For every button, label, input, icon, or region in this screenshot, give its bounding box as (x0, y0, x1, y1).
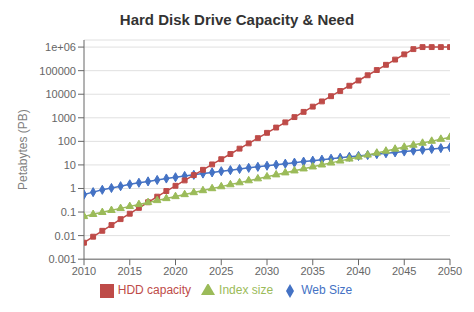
svg-text:10000: 10000 (45, 88, 76, 100)
svg-text:0.1: 0.1 (61, 206, 76, 218)
svg-text:0.001: 0.001 (48, 253, 76, 265)
svg-text:Petabytes (PB): Petabytes (PB) (16, 109, 30, 190)
svg-text:1: 1 (70, 182, 76, 194)
svg-text:1000: 1000 (52, 112, 76, 124)
html-text:Web Size: Web Size (301, 283, 353, 298)
svg-text:2020: 2020 (163, 265, 187, 277)
svg-text:1e+06: 1e+06 (45, 41, 76, 53)
svg-text:2015: 2015 (118, 265, 142, 277)
svg-text:2025: 2025 (209, 265, 233, 277)
svg-text:100000: 100000 (39, 65, 76, 77)
svg-text:2050: 2050 (438, 265, 462, 277)
svg-text:10: 10 (64, 159, 76, 171)
svg-text:2040: 2040 (346, 265, 370, 277)
svg-text:0.01: 0.01 (55, 230, 76, 242)
svg-text:2010: 2010 (72, 265, 96, 277)
svg-text:2035: 2035 (301, 265, 325, 277)
svg-text:2045: 2045 (392, 265, 416, 277)
svg-text:100: 100 (58, 135, 76, 147)
html-text:Index size: Index size (219, 283, 274, 298)
svg-text:2030: 2030 (255, 265, 279, 277)
html-text:Hard Disk Drive Capacity & Nee: Hard Disk Drive Capacity & Need (119, 11, 355, 28)
html-text:HDD capacity: HDD capacity (117, 283, 192, 298)
